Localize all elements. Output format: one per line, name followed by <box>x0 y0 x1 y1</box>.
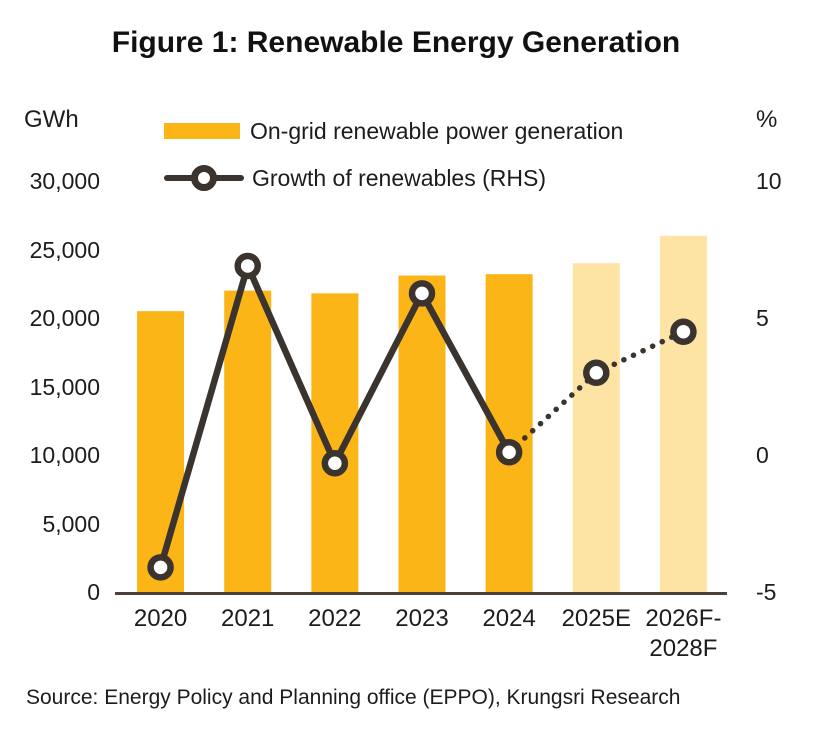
x-axis-label-2021: 2021 <box>221 605 275 632</box>
legend-item-line: Growth of renewables (RHS) <box>164 162 623 194</box>
line-swatch-marker-icon <box>191 165 217 191</box>
marker-2021 <box>234 252 261 280</box>
marker-2023 <box>408 280 436 307</box>
marker-2024 <box>495 439 523 466</box>
right-axis-unit: % <box>756 106 778 133</box>
legend-item-bars: On-grid renewable power generation <box>164 115 623 147</box>
line-series-label: Growth of renewables (RHS) <box>252 164 546 191</box>
marker-2022 <box>321 449 349 477</box>
legend: On-grid renewable power generation Growt… <box>164 115 623 194</box>
bar-2021 <box>224 290 272 592</box>
bar-series-label: On-grid renewable power generation <box>250 117 624 144</box>
left-axis-tick: 30,000 <box>29 168 100 194</box>
left-axis-tick: 15,000 <box>29 373 100 400</box>
bar-series-swatch <box>164 123 240 139</box>
line-series-swatch <box>164 163 244 193</box>
x-axis-label-2023: 2023 <box>395 605 449 632</box>
bar-2020 <box>137 311 185 592</box>
right-axis-tick: 0 <box>756 442 769 468</box>
x-axis-label-2024: 2024 <box>482 605 536 632</box>
left-axis-tick: 10,000 <box>29 442 100 468</box>
source-note: Source: Energy Policy and Planning offic… <box>26 686 681 709</box>
right-axis-tick: -5 <box>756 579 777 605</box>
marker-2025e <box>583 359 610 387</box>
figure-title: Figure 1: Renewable Energy Generation <box>111 26 681 59</box>
bar-2022 <box>311 293 359 592</box>
x-axis-label-2026f-2028f: 2026F- 2028F <box>645 605 722 662</box>
right-axis-tick: 5 <box>756 305 769 331</box>
left-axis-tick: 25,000 <box>29 236 100 263</box>
bar-2026f-2028f <box>659 235 707 593</box>
marker-2020 <box>147 554 174 581</box>
marker-2026f-2028f <box>670 318 697 345</box>
x-axis-label-2020: 2020 <box>133 605 188 632</box>
left-axis-tick: 20,000 <box>29 305 100 331</box>
bar-2024 <box>485 274 533 592</box>
x-axis-label-2022: 2022 <box>308 605 362 632</box>
x-axis-label-2025e: 2025E <box>561 605 631 632</box>
left-axis-tick: 0 <box>87 579 100 605</box>
right-axis-tick: 10 <box>756 168 782 194</box>
left-axis-tick: 5,000 <box>42 510 100 537</box>
left-axis-unit: GWh <box>24 106 79 133</box>
bar-2025e <box>572 263 620 592</box>
